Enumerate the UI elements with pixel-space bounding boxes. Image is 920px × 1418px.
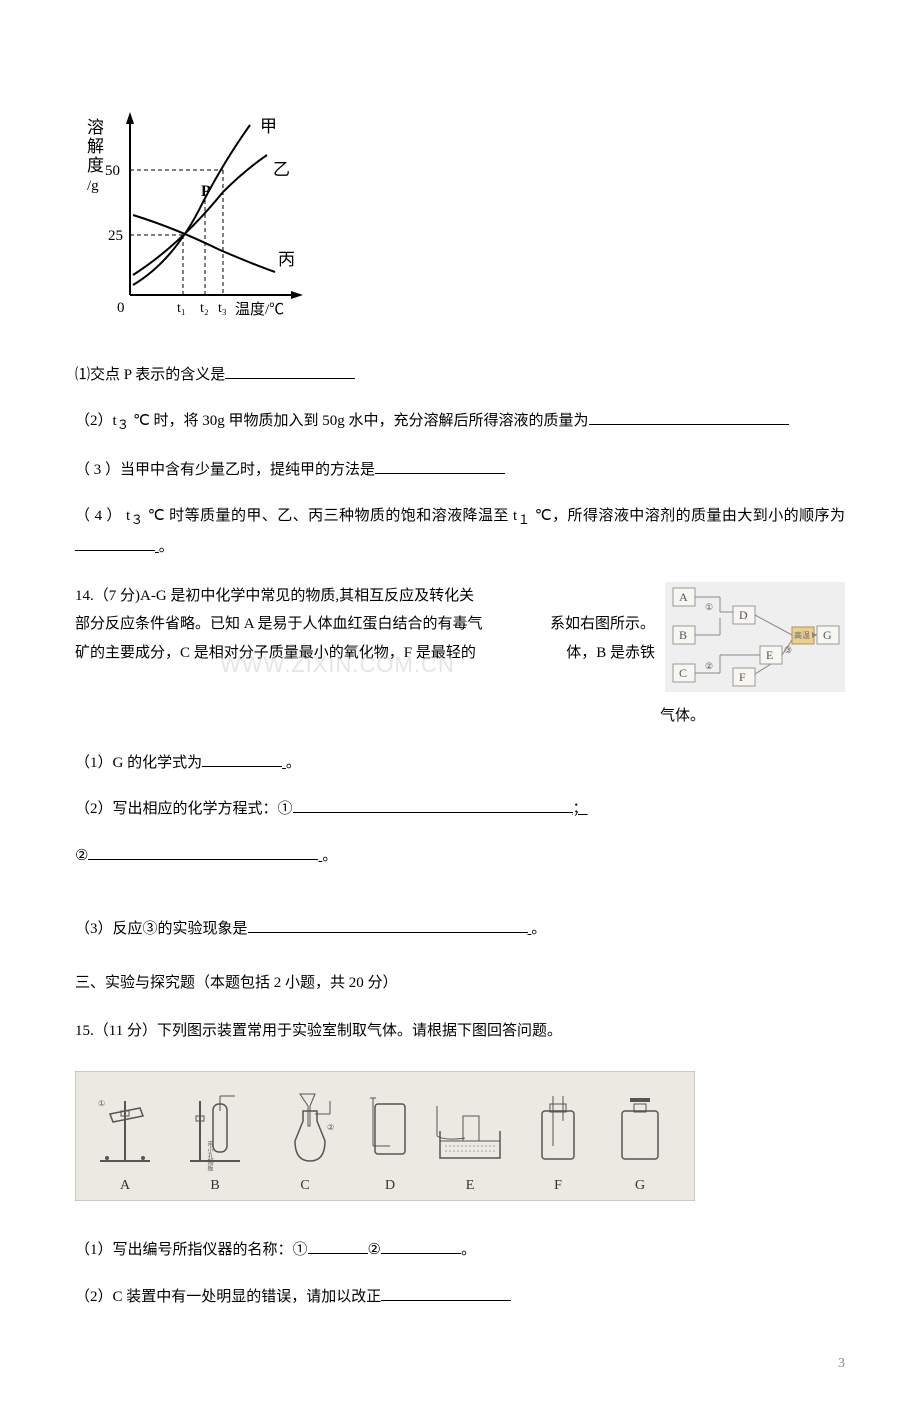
svg-text:B: B [679,628,687,642]
svg-text:②: ② [327,1123,334,1132]
svg-text:A: A [120,1178,131,1193]
y-label-4: /g [87,178,99,194]
q14-sub1: （1）G 的化学式为 。 [75,749,845,778]
svg-text:D: D [385,1178,395,1193]
solubility-chart: 溶 解 度 /g 50 25 0 t₁ t₂ t₃ 温度/℃ 甲 乙 丙 P [75,100,845,341]
origin: 0 [117,300,125,316]
svg-text:②: ② [705,661,713,671]
blank-q13-4 [75,533,155,551]
q14-container: A B C D E F G 高温 ① [75,582,845,731]
blank-q14-2b [88,842,318,860]
svg-text:G: G [635,1178,645,1193]
svg-text:D: D [739,608,748,622]
x-tick-t2: t₂ [200,301,209,316]
page-number: 3 [75,1351,845,1378]
blank-q15-1a [308,1236,368,1254]
curve-yi-label: 乙 [273,160,290,179]
svg-text:E: E [766,648,773,662]
q14-diagram: A B C D E F G 高温 ① [665,582,845,703]
q13-sub1: ⑴交点 P 表示的含义是 [75,361,845,390]
section3-header: 三、实验与探究题（本题包括 2 小题，共 20 分） [75,969,845,998]
q14-sub2b: ② 。 [75,842,845,871]
q14-sub2: （2）写出相应的化学方程式：①； [75,795,845,824]
curve-bing-label: 丙 [278,250,295,269]
x-tick-t3: t₃ [218,301,227,316]
svg-text:带小孔隔板: 带小孔隔板 [206,1140,213,1172]
q15-intro: 15.（11 分）下列图示装置常用于实验室制取气体。请根据下图回答问题。 [75,1017,845,1046]
blank-q15-2 [381,1283,511,1301]
q13-sub2: （2）t３ ℃ 时，将 30g 甲物质加入到 50g 水中，充分溶解后所得溶液的… [75,407,845,438]
curve-jia-label: 甲 [260,117,277,136]
svg-text:①: ① [705,602,713,612]
q14-sub3: （3）反应③的实验现象是 。 [75,915,845,944]
q15-sub1: （1）写出编号所指仪器的名称：①②。 [75,1236,845,1265]
blank-q15-1b [381,1236,461,1254]
y-label-2: 解 [87,137,104,156]
y-tick-25: 25 [108,228,123,244]
svg-text:③: ③ [784,645,792,655]
y-label-1: 溶 [87,118,104,137]
svg-text:F: F [554,1178,562,1193]
q15-sub2: （2）C 装置中有一处明显的错误，请加以改正 [75,1283,845,1312]
blank-q13-3 [375,456,505,474]
y-label-3: 度 [87,156,104,175]
q13-sub4: （ 4 ） t３ ℃ 时等质量的甲、乙、丙三种物质的饱和溶液降温至 t１ ℃，所… [75,502,845,561]
x-label: 温度/℃ [235,301,284,318]
y-tick-50: 50 [105,163,120,179]
svg-text:C: C [300,1178,309,1193]
svg-text:F: F [739,670,746,684]
blank-q14-2a [293,795,573,813]
svg-text:E: E [466,1178,475,1193]
blank-q14-3 [248,915,528,933]
svg-text:高温: 高温 [794,630,810,640]
blank-q13-2 [589,407,789,425]
svg-text:C: C [679,666,687,680]
blank-q13-1 [225,361,355,379]
svg-text:①: ① [98,1099,105,1108]
blank-q14-1 [202,749,282,767]
svg-text:B: B [210,1178,219,1193]
point-p: P [201,183,211,200]
x-tick-t1: t₁ [177,301,186,316]
svg-text:G: G [823,628,832,642]
q13-sub3: （ 3 ）当甲中含有少量乙时，提纯甲的方法是 [75,456,845,485]
apparatus-diagram: ① A 带小孔隔板 B ② C D [75,1071,845,1212]
svg-text:A: A [679,590,688,604]
